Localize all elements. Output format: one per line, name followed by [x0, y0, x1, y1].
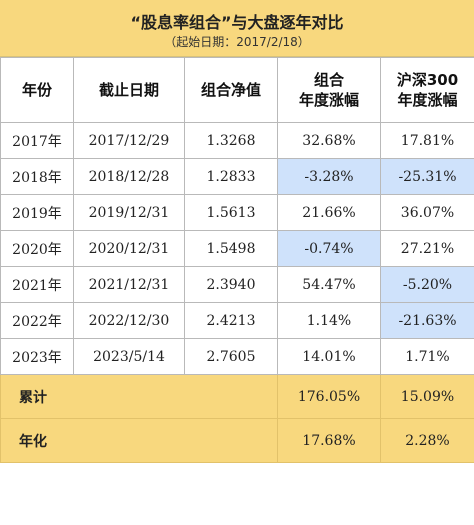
- cell-year: 2018年: [0, 158, 74, 195]
- returns-table: 年份 截止日期 组合净值 组合 年度涨幅 沪深300 年度涨幅 2017年 201…: [0, 57, 474, 463]
- annualized-index: 2.28%: [380, 418, 474, 463]
- cell-nav: 1.5498: [184, 230, 278, 267]
- table-body: 2017年 2017/12/29 1.3268 32.68% 17.81% 2018年 20…: [0, 122, 474, 375]
- cell-portfolio-return: 21.66%: [277, 194, 381, 231]
- cell-nav: 2.7605: [184, 338, 278, 375]
- cell-end-date: 2020/12/31: [73, 230, 185, 267]
- cumulative-index: 15.09%: [380, 374, 474, 419]
- cell-year: 2021年: [0, 266, 74, 303]
- header-portfolio-return: 组合 年度涨幅: [277, 57, 381, 123]
- page-title: “股息率组合”与大盘逐年对比: [130, 13, 344, 32]
- title-band: “股息率组合”与大盘逐年对比 （起始日期：2017/2/18）: [0, 0, 474, 57]
- cell-portfolio-return: -3.28%: [277, 158, 381, 195]
- cell-portfolio-return: 1.14%: [277, 302, 381, 339]
- header-portfolio-line2: 年度涨幅: [298, 91, 359, 109]
- cell-index-return: 36.07%: [380, 194, 474, 231]
- cell-year: 2017年: [0, 122, 74, 159]
- table-row: 2019年 2019/12/31 1.5613 21.66% 36.07%: [0, 194, 474, 231]
- cell-index-return: 17.81%: [380, 122, 474, 159]
- cell-index-return: 27.21%: [380, 230, 474, 267]
- cell-end-date: 2021/12/31: [73, 266, 185, 303]
- cell-end-date: 2018/12/28: [73, 158, 185, 195]
- header-nav: 组合净值: [184, 57, 278, 123]
- cell-end-date: 2023/5/14: [73, 338, 185, 375]
- header-index-line1: 沪深300: [396, 71, 459, 89]
- table-row: 2021年 2021/12/31 2.3940 54.47% -5.20%: [0, 266, 474, 303]
- cell-end-date: 2022/12/30: [73, 302, 185, 339]
- cell-year: 2022年: [0, 302, 74, 339]
- table-row: 2020年 2020/12/31 1.5498 -0.74% 27.21%: [0, 230, 474, 267]
- cumulative-row: 累计 176.05% 15.09%: [0, 374, 474, 419]
- cell-portfolio-return: 54.47%: [277, 266, 381, 303]
- cell-index-return: -21.63%: [380, 302, 474, 339]
- cell-year: 2023年: [0, 338, 74, 375]
- cell-end-date: 2017/12/29: [73, 122, 185, 159]
- cell-nav: 2.4213: [184, 302, 278, 339]
- cell-nav: 2.3940: [184, 266, 278, 303]
- cell-year: 2019年: [0, 194, 74, 231]
- cell-portfolio-return: 32.68%: [277, 122, 381, 159]
- cell-portfolio-return: 14.01%: [277, 338, 381, 375]
- cumulative-portfolio: 176.05%: [277, 374, 381, 419]
- table-summary: 累计 176.05% 15.09% 年化 17.68% 2.28%: [0, 374, 474, 463]
- cell-portfolio-return: -0.74%: [277, 230, 381, 267]
- cumulative-label: 累计: [0, 374, 278, 419]
- cell-index-return: 1.71%: [380, 338, 474, 375]
- header-index-return: 沪深300 年度涨幅: [380, 57, 474, 123]
- cell-nav: 1.3268: [184, 122, 278, 159]
- cell-index-return: -5.20%: [380, 266, 474, 303]
- header-portfolio-line1: 组合: [313, 71, 344, 89]
- cell-nav: 1.2833: [184, 158, 278, 195]
- annualized-portfolio: 17.68%: [277, 418, 381, 463]
- cell-nav: 1.5613: [184, 194, 278, 231]
- annualized-row: 年化 17.68% 2.28%: [0, 418, 474, 463]
- header-year: 年份: [0, 57, 74, 123]
- table-row: 2018年 2018/12/28 1.2833 -3.28% -25.31%: [0, 158, 474, 195]
- header-end-date: 截止日期: [73, 57, 185, 123]
- cell-year: 2020年: [0, 230, 74, 267]
- table-row: 2022年 2022/12/30 2.4213 1.14% -21.63%: [0, 302, 474, 339]
- table-row: 2023年 2023/5/14 2.7605 14.01% 1.71%: [0, 338, 474, 375]
- annualized-label: 年化: [0, 418, 278, 463]
- table-row: 2017年 2017/12/29 1.3268 32.68% 17.81%: [0, 122, 474, 159]
- header-index-line2: 年度涨幅: [397, 91, 458, 109]
- page-subtitle: （起始日期：2017/2/18）: [164, 35, 310, 49]
- cell-index-return: -25.31%: [380, 158, 474, 195]
- cell-end-date: 2019/12/31: [73, 194, 185, 231]
- table-header: 年份 截止日期 组合净值 组合 年度涨幅 沪深300 年度涨幅: [0, 57, 474, 123]
